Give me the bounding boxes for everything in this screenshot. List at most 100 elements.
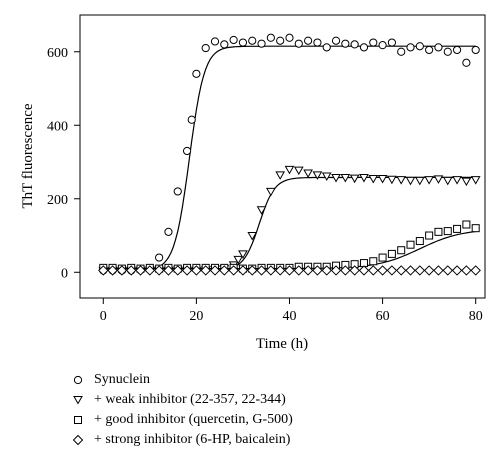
- data-point-circle: [471, 45, 480, 55]
- data-point-diamond: [200, 265, 211, 276]
- data-point-triangle: [461, 177, 472, 187]
- data-point-diamond: [451, 265, 463, 276]
- legend-label: Synuclein: [94, 372, 150, 387]
- data-point-diamond: [423, 265, 435, 276]
- data-point-diamond: [209, 265, 221, 276]
- data-point-square: [453, 224, 462, 233]
- data-point-diamond: [135, 265, 146, 276]
- data-point-circle: [192, 69, 201, 78]
- data-point-triangle: [442, 176, 453, 186]
- legend-label: + good inhibitor (quercetin, G-500): [94, 412, 293, 427]
- data-point-diamond: [98, 265, 109, 276]
- data-point-circle: [443, 47, 452, 56]
- data-point-diamond: [395, 265, 407, 276]
- data-point-triangle: [452, 176, 462, 185]
- data-point-diamond: [321, 265, 332, 276]
- data-point-diamond: [265, 265, 277, 276]
- legend-item-good-inhibitor: + good inhibitor (quercetin, G-500): [70, 410, 293, 430]
- data-point-diamond: [405, 265, 416, 276]
- data-point-square: [443, 227, 452, 236]
- y-tick-label: 200: [47, 193, 68, 208]
- data-point-triangle: [396, 176, 407, 185]
- data-point-square: [434, 227, 443, 236]
- y-tick-label: 600: [47, 46, 68, 61]
- data-point-triangle: [340, 173, 351, 183]
- data-point-circle: [350, 40, 359, 49]
- data-point-circle: [210, 37, 220, 46]
- fit-curves: [103, 45, 476, 272]
- data-point-diamond: [256, 265, 267, 276]
- data-point-diamond: [349, 265, 360, 276]
- legend-label: + weak inhibitor (22-357, 22-344): [94, 392, 286, 407]
- data-point-triangle: [321, 172, 332, 181]
- data-point-square: [397, 246, 406, 255]
- data-point-square: [369, 257, 378, 266]
- data-point-diamond: [414, 265, 426, 276]
- data-point-diamond: [172, 265, 183, 276]
- x-tick-label: 80: [469, 309, 483, 324]
- data-point-diamond: [237, 265, 249, 276]
- data-point-circle: [164, 227, 173, 236]
- data-point-triangle: [377, 175, 388, 184]
- data-point-triangle: [359, 173, 369, 183]
- fit-curve: [103, 45, 476, 271]
- data-point-circle: [257, 39, 266, 48]
- data-point-circle: [359, 43, 369, 52]
- data-point-square: [387, 249, 396, 258]
- plot-frame: [79, 14, 486, 299]
- data-point-triangle: [238, 250, 248, 259]
- data-point-triangle: [312, 171, 323, 180]
- data-point-circle: [452, 45, 462, 55]
- data-point-circle: [229, 35, 238, 45]
- data-point-circle: [304, 36, 313, 45]
- data-point-diamond: [247, 265, 258, 276]
- square-marker-icon: [74, 416, 82, 424]
- data-point-triangle: [414, 176, 425, 186]
- data-point-circle: [248, 36, 257, 45]
- x-tick-label: 0: [100, 309, 107, 324]
- data-point-diamond: [219, 265, 230, 276]
- data-point-circle: [322, 43, 331, 52]
- data-point-circle: [220, 40, 229, 49]
- data-point-triangle: [266, 187, 276, 197]
- data-point-circle: [276, 36, 285, 45]
- diamond-marker-icon: [72, 434, 84, 446]
- x-tick-label: 60: [376, 309, 390, 324]
- legend: Synuclein + weak inhibitor (22-357, 22-3…: [70, 370, 293, 450]
- data-point-diamond: [125, 265, 137, 276]
- data-point-circle: [425, 45, 434, 55]
- data-point-diamond: [340, 265, 351, 276]
- x-axis-label: Time (h): [256, 336, 308, 352]
- data-point-circle: [155, 253, 164, 262]
- data-point-triangle: [256, 206, 267, 215]
- data-point-diamond: [442, 265, 453, 276]
- data-point-diamond: [274, 265, 286, 276]
- data-point-circle: [415, 42, 424, 51]
- data-point-square: [415, 237, 424, 246]
- legend-item-strong-inhibitor: + strong inhibitor (6-HP, baicalein): [70, 430, 293, 450]
- data-point-diamond: [116, 265, 128, 276]
- data-point-triangle: [387, 175, 397, 185]
- data-point-diamond: [470, 265, 481, 276]
- data-point-triangle: [424, 176, 434, 185]
- data-point-diamond: [433, 265, 444, 276]
- legend-label: + strong inhibitor (6-HP, baicalein): [94, 432, 291, 447]
- data-point-circle: [387, 38, 396, 47]
- data-point-triangle: [349, 174, 360, 184]
- data-point-triangle: [433, 175, 444, 184]
- data-point-circle: [341, 39, 350, 48]
- y-tick-label: 0: [61, 266, 68, 281]
- data-point-diamond: [330, 265, 342, 276]
- x-tick-label: 20: [189, 309, 203, 324]
- data-point-triangle: [247, 232, 258, 241]
- data-point-triangle: [284, 165, 295, 175]
- data-point-square: [378, 253, 387, 262]
- data-point-triangle: [303, 169, 313, 179]
- triangle-down-marker-icon: [73, 396, 83, 405]
- data-point-circle: [201, 43, 210, 53]
- data-point-diamond: [228, 265, 239, 276]
- data-point-circle: [182, 146, 192, 156]
- data-point-diamond: [461, 265, 472, 276]
- data-point-circle: [238, 38, 248, 47]
- data-point-diamond: [312, 265, 323, 276]
